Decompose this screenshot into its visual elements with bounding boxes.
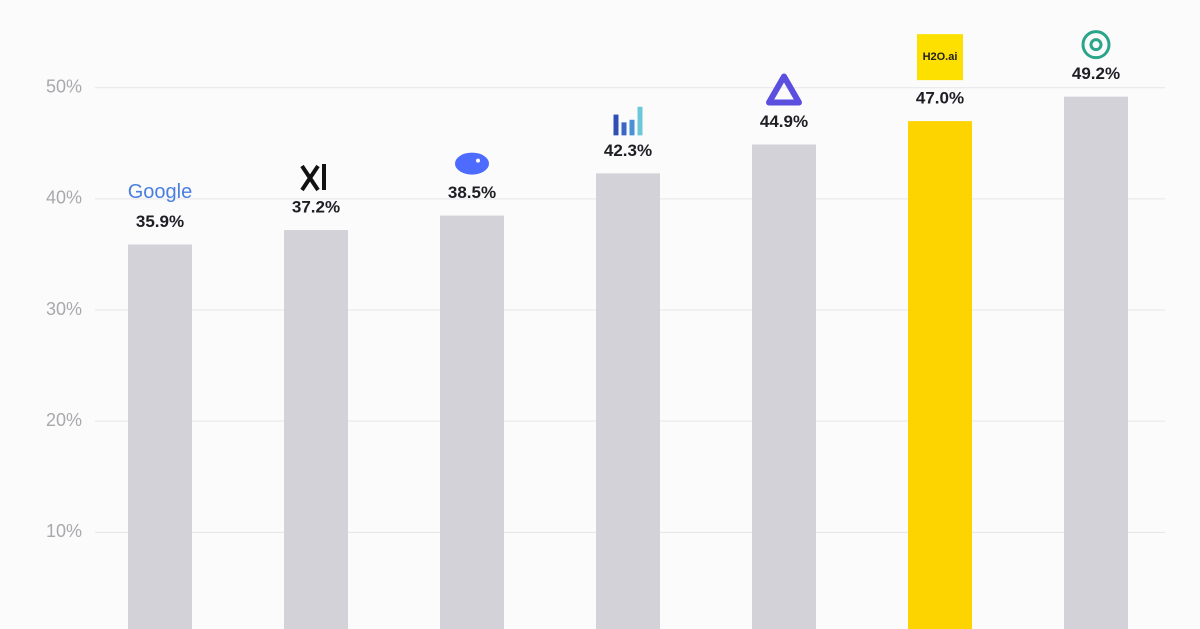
brand-logo [455,152,489,175]
brand-logo: Google [128,181,193,203]
brand-logo: H2O.ai [917,34,963,81]
bar [1064,96,1128,629]
bar [908,121,972,629]
brand-logo [300,164,326,192]
logo-shape [1081,30,1111,60]
brand-logo [613,106,643,136]
logo-shape [637,106,643,136]
x-tick-label: H2O.ai [923,51,958,63]
logo-shape [621,122,627,136]
logo-shape [629,119,635,136]
logo-shape [455,152,489,175]
value-label: 38.5% [448,183,496,202]
y-tick-label: 20% [46,410,82,430]
bar [752,144,816,629]
brand-logo [1081,30,1111,60]
y-tick-label: 50% [46,77,82,97]
y-tick-label: 10% [46,521,82,541]
bar [440,215,504,629]
logo-box [917,34,963,81]
logo-shape [300,164,326,192]
x-tick-label: Google [128,181,193,203]
logo-shape [766,73,802,106]
bar [596,173,660,629]
logo-shape [476,158,480,163]
value-label: 47.0% [916,89,964,108]
bar [284,230,348,629]
y-tick-label: 40% [46,188,82,208]
value-label: 37.2% [292,198,340,217]
value-label: 44.9% [760,112,808,131]
value-label: 35.9% [136,212,184,231]
y-tick-label: 30% [46,299,82,319]
value-label: 49.2% [1072,64,1120,83]
bar [128,244,192,629]
value-label: 42.3% [604,141,652,160]
logo-shape [613,114,619,136]
logo-shape [1089,38,1103,52]
brand-logo [766,73,802,106]
